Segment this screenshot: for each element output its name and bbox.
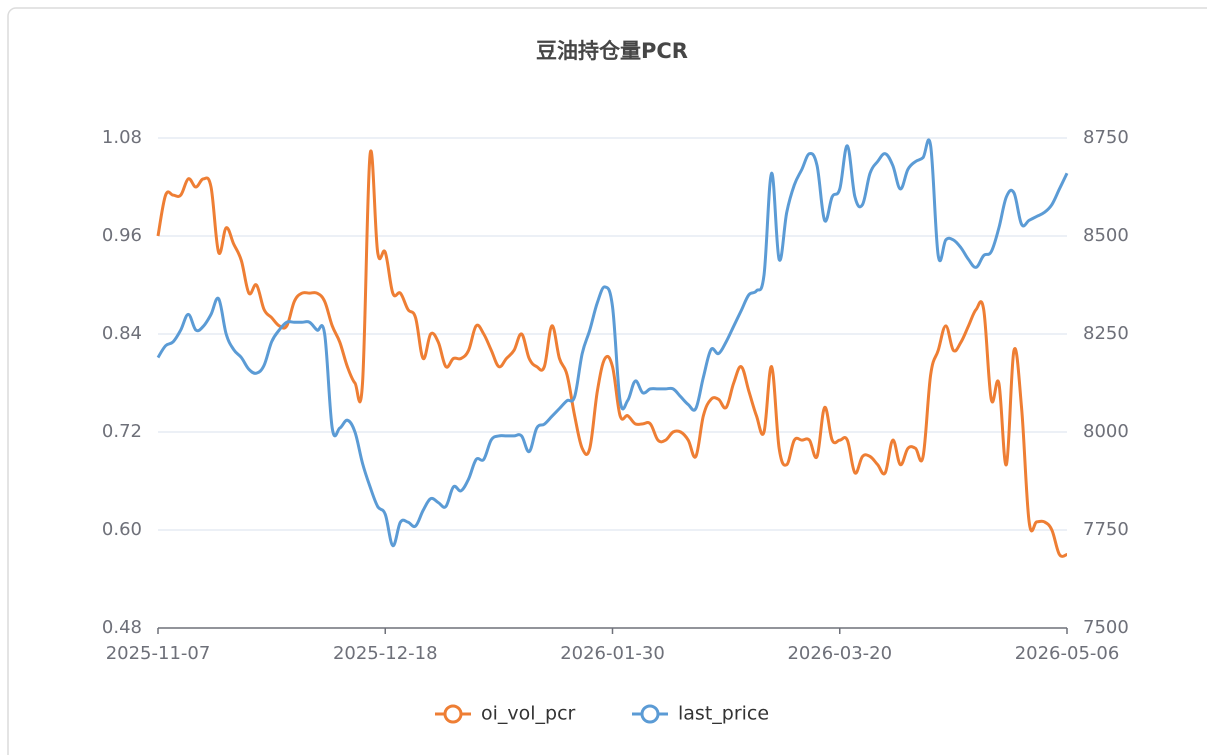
series-line	[156, 149, 1068, 558]
series-line	[156, 138, 1069, 548]
y-tick-label: 0.72	[102, 421, 142, 442]
legend-text: oi_vol_pcr	[481, 703, 576, 725]
y-tick-label: 0.84	[102, 323, 142, 344]
y2-tick-label: 8750	[1083, 127, 1129, 148]
y2-tick-label: 7500	[1083, 617, 1129, 638]
y-tick-label: 0.96	[102, 225, 142, 246]
y-tick-label: 1.08	[102, 127, 142, 148]
x-tick-label: 2025-11-07	[106, 643, 211, 664]
chart-title: 豆油持仓量PCR	[536, 39, 688, 63]
y-tick-label: 0.48	[102, 617, 142, 638]
y2-tick-label: 8000	[1083, 421, 1129, 442]
card	[7, 7, 1207, 755]
y2-tick-label: 8500	[1083, 225, 1129, 246]
x-tick-label: 2026-01-30	[560, 643, 665, 664]
x-tick-label: 2026-05-06	[1015, 643, 1120, 664]
y2-tick-label: 7750	[1083, 519, 1129, 540]
x-tick-label: 2026-03-20	[787, 643, 892, 664]
legend-icon	[443, 704, 463, 724]
y-tick-label: 0.60	[102, 519, 142, 540]
legend-icon	[640, 704, 660, 724]
x-tick-label: 2025-12-18	[333, 643, 438, 664]
y2-tick-label: 8250	[1083, 323, 1129, 344]
legend-text: last_price	[678, 703, 769, 725]
